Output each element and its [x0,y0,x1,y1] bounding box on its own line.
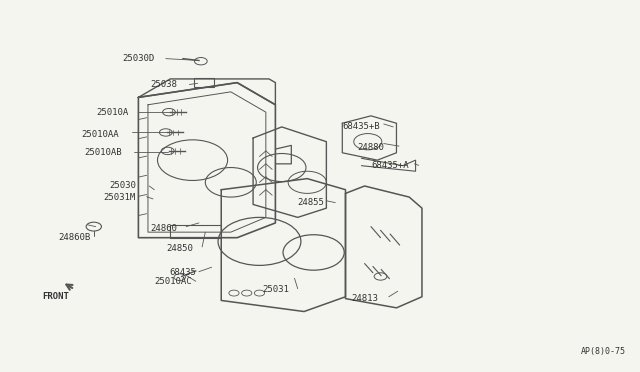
Text: 25031: 25031 [262,285,289,294]
Text: 25010AC: 25010AC [155,278,192,286]
Text: 25031M: 25031M [103,193,136,202]
Text: 24880: 24880 [358,143,385,152]
Text: 24860B: 24860B [58,233,91,242]
Text: 25030D: 25030D [122,54,154,63]
Text: 68435: 68435 [170,268,196,277]
Text: AP(8)0-75: AP(8)0-75 [581,347,626,356]
Text: 24850: 24850 [166,244,193,253]
Text: 24855: 24855 [297,198,324,207]
Text: 68435+A: 68435+A [371,161,409,170]
Text: 25010AA: 25010AA [81,130,119,139]
Text: 25038: 25038 [150,80,177,89]
Text: 25010AB: 25010AB [84,148,122,157]
Text: 24813: 24813 [351,294,378,303]
Text: 24860: 24860 [150,224,177,233]
Text: 25010A: 25010A [97,108,129,117]
Text: FRONT: FRONT [42,292,69,301]
Text: 68435+B: 68435+B [342,122,380,131]
Text: 25030: 25030 [109,182,136,190]
